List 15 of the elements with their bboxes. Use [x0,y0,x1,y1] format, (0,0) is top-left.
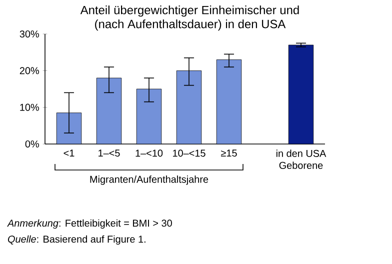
y-tick-label: 30% [20,30,40,38]
chart-subtitle: (nach Aufenthaltsdauer) in den USA [95,19,286,31]
y-tick-label: 10% [20,104,40,111]
x-tick-label: 1–<10 [136,150,163,157]
chart-title: Anteil übergewichtiger Einheimischer und [80,6,299,17]
y-tick-label: 0% [25,140,40,148]
x-tick-label: 1–<5 [98,150,120,157]
text: Quelle: Basierend auf Figure 1. [8,235,146,245]
x-tick-label: in den USA Geborene [276,150,326,169]
text: Anmerkung: Fettleibigkeit = BMI > 30 [7,219,172,229]
text: Migranten/Aufenthaltsjahre [90,176,208,185]
x-tick-label: <1 [64,150,74,156]
y-tick-label: 20% [20,67,40,74]
x-tick-label: ≥15 [221,150,237,157]
x-tick-label: 10–<15 [173,150,206,157]
